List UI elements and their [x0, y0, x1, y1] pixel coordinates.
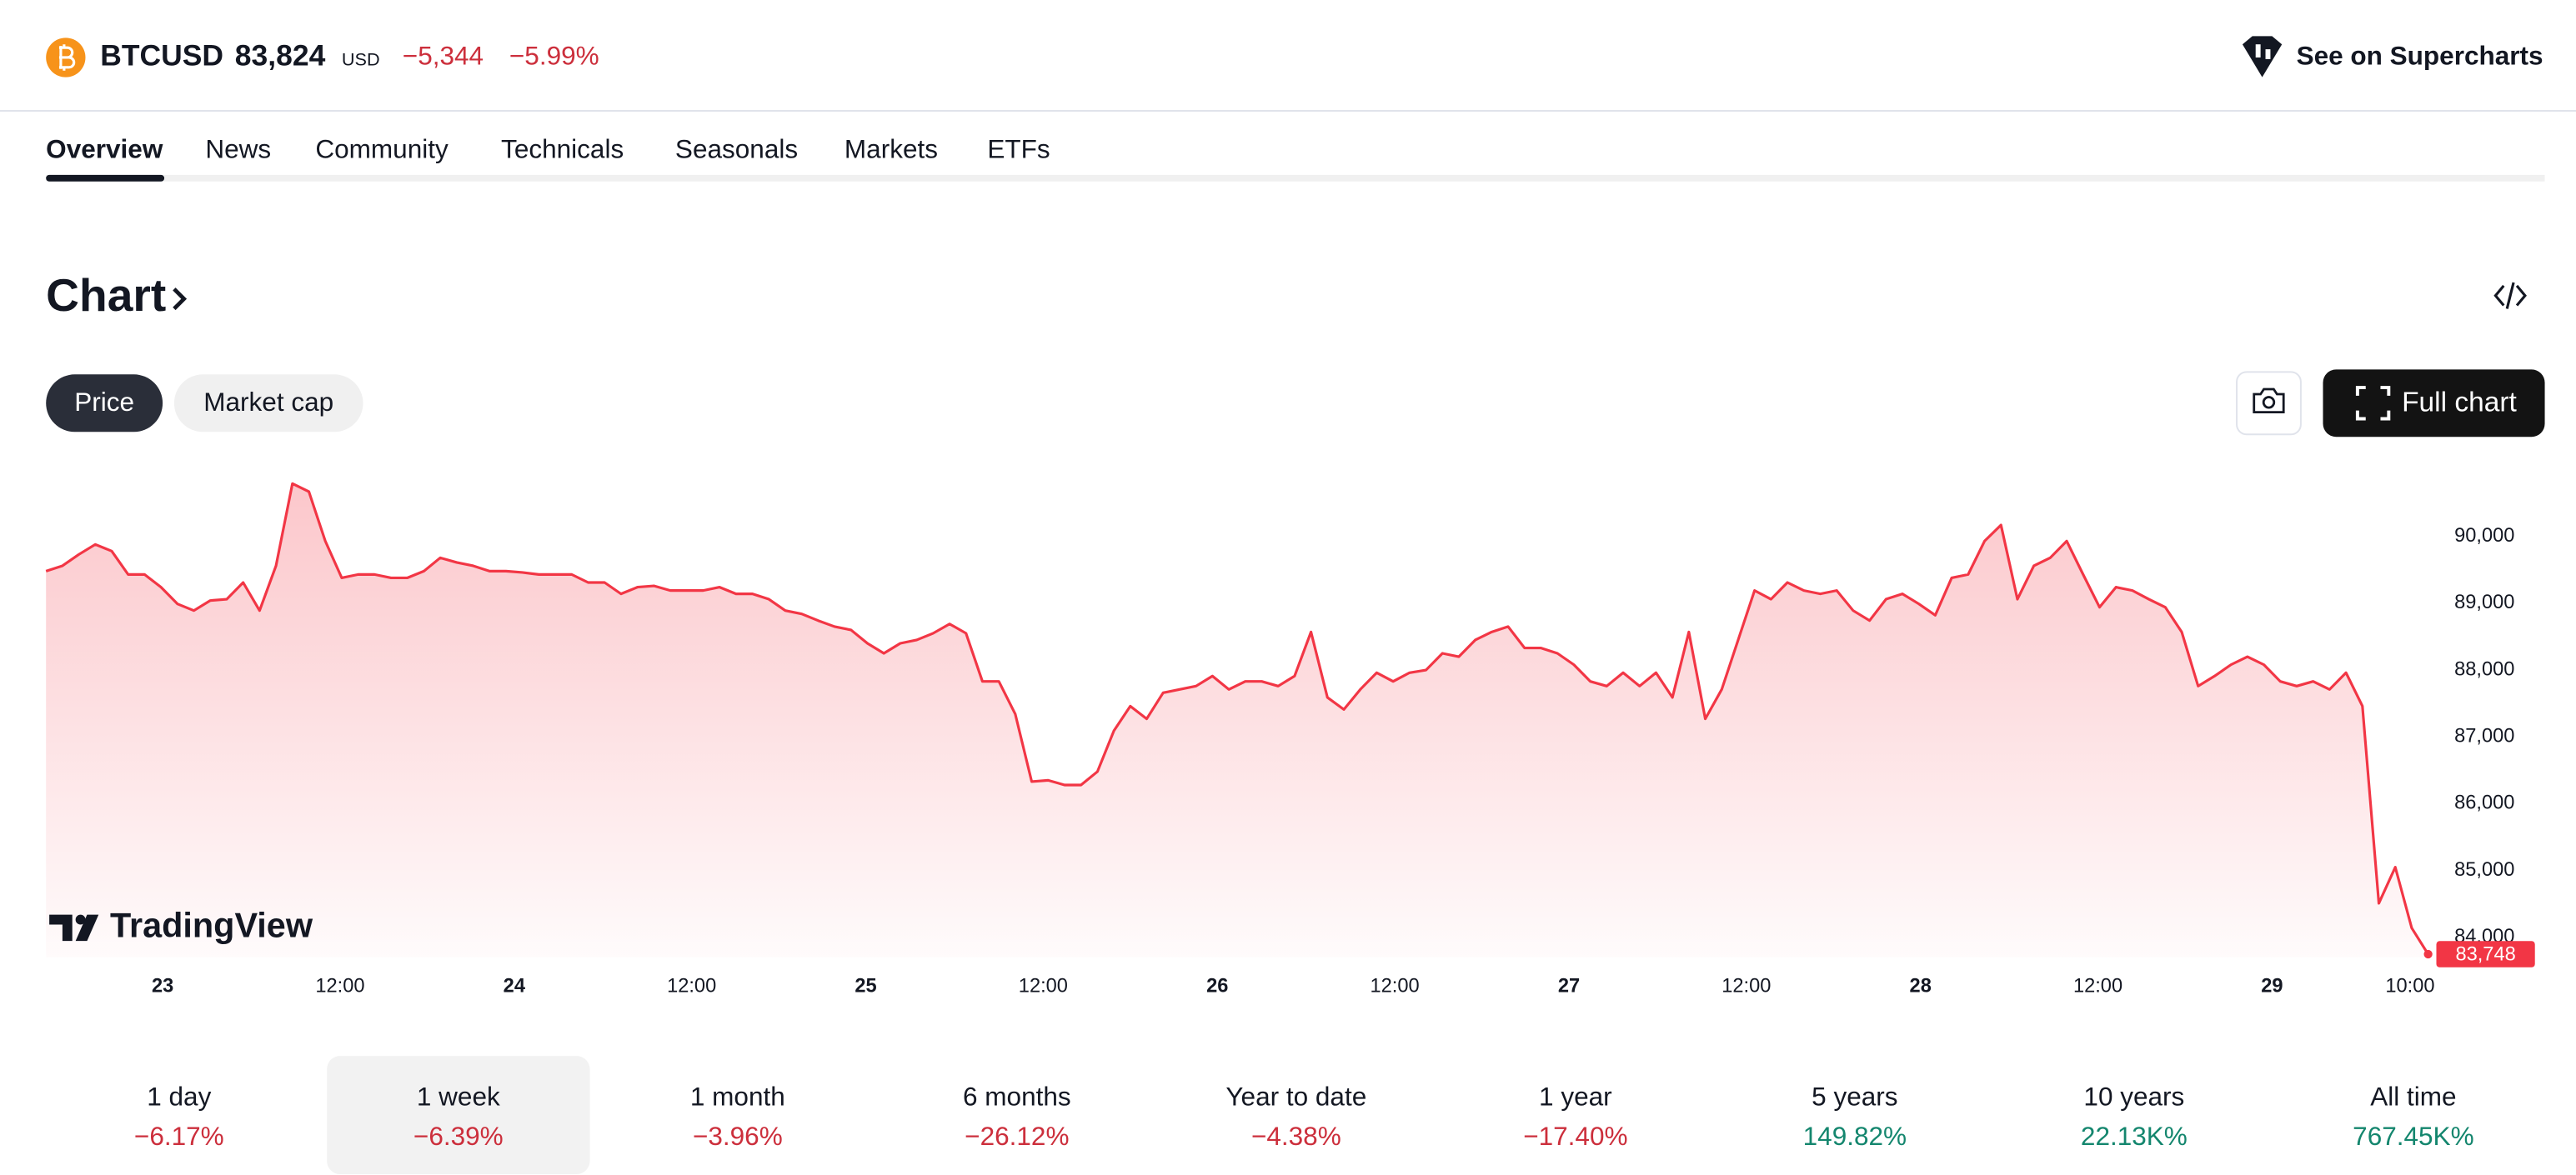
embed-button[interactable]: [2493, 282, 2527, 309]
period[interactable]: 10 years 22.13K%: [2081, 1082, 2188, 1151]
currency: USD: [342, 49, 380, 70]
x-tick-label: 28: [1910, 976, 1932, 998]
y-tick-label: 87,000: [2454, 725, 2514, 747]
periods: 1 day −6.17% 1 week −6.39% 1 month −3.96% 6 mo…: [134, 1056, 2474, 1175]
x-tick-label: 12:00: [667, 976, 716, 998]
x-tick-label: 12:00: [1019, 976, 1068, 998]
price-toggle[interactable]: Price: [46, 374, 163, 432]
full-chart-button[interactable]: Full chart: [2323, 369, 2545, 438]
period-label: 5 years: [1812, 1082, 1897, 1112]
chart-heading[interactable]: Chart: [46, 269, 188, 321]
price-tag: [2436, 941, 2535, 968]
x-tick-label: 26: [1206, 976, 1228, 998]
period-label: All time: [2370, 1082, 2456, 1112]
snapshot-bg: [2236, 371, 2302, 436]
period[interactable]: Year to date −4.38%: [1225, 1082, 1366, 1151]
period-label: 1 week: [417, 1082, 500, 1112]
y-tick-label: 86,000: [2454, 792, 2514, 814]
toggle-bg: [46, 374, 163, 432]
x-tick-label: 12:00: [2073, 976, 2122, 998]
x-tick-label: 27: [1558, 976, 1580, 998]
period[interactable]: 1 day −6.17%: [134, 1082, 224, 1151]
tv-logo-mark: [49, 914, 73, 942]
symbol: BTCUSD: [100, 38, 223, 72]
period[interactable]: 1 year −17.40%: [1523, 1082, 1627, 1151]
x-tick-label: 10:00: [2385, 976, 2434, 998]
full-chart-bg: [2323, 369, 2545, 438]
last-point: [2423, 949, 2433, 959]
x-tick-label: 12:00: [315, 976, 364, 998]
tab[interactable]: Technicals: [501, 134, 624, 164]
tab[interactable]: ETFs: [987, 134, 1050, 164]
period-selected-bg: [327, 1056, 590, 1175]
period-change: −26.12%: [965, 1121, 1069, 1151]
period[interactable]: 1 week −6.39%: [327, 1056, 590, 1175]
price-chart: 84,00085,00086,00087,00088,00089,00090,0…: [45, 482, 2535, 998]
section-title: Chart: [46, 269, 166, 321]
change: −5,344: [403, 40, 484, 70]
period-label: 1 month: [690, 1082, 785, 1112]
period-change: −3.96%: [693, 1121, 783, 1151]
y-tick-label: 85,000: [2454, 859, 2514, 881]
period-change: 149.82%: [1803, 1121, 1907, 1151]
period-label: Year to date: [1225, 1082, 1366, 1112]
period-change: −6.39%: [413, 1121, 504, 1151]
tv-logo-mark: [75, 914, 99, 942]
x-tick-label: 29: [2261, 976, 2283, 998]
market-cap-toggle[interactable]: Market cap: [173, 374, 363, 432]
period-change: 22.13K%: [2081, 1121, 2188, 1151]
toggle-label: Market cap: [203, 387, 333, 417]
period-label: 1 year: [1539, 1082, 1612, 1112]
tab[interactable]: News: [205, 134, 271, 164]
supercharts-link[interactable]: See on Supercharts: [2242, 36, 2543, 78]
tab[interactable]: Community: [315, 134, 449, 164]
chevron: [173, 288, 188, 311]
period-label: 1 day: [147, 1082, 211, 1112]
period[interactable]: 5 years 149.82%: [1803, 1082, 1907, 1151]
toggle-bg: [173, 374, 363, 432]
price: 83,824: [235, 38, 326, 72]
supercharts-text: See on Supercharts: [2297, 40, 2543, 70]
snapshot-button[interactable]: [2236, 371, 2302, 436]
period-label: 10 years: [2083, 1082, 2184, 1112]
period-change: −6.17%: [134, 1121, 224, 1151]
period-label: 6 months: [963, 1082, 1071, 1112]
x-tick-label: 25: [854, 976, 876, 998]
toggle-label: Price: [74, 387, 134, 417]
period-change: −17.40%: [1523, 1121, 1627, 1151]
price-line: [45, 482, 2429, 955]
camera-lens: [2262, 396, 2276, 409]
period-change: −4.38%: [1251, 1121, 1341, 1151]
tab[interactable]: Seasonals: [675, 134, 798, 164]
supercharts-icon-candle: [2265, 49, 2271, 59]
period[interactable]: All time 767.45K%: [2353, 1082, 2473, 1151]
full-chart-text: Full chart: [2402, 388, 2517, 418]
price-area: [46, 483, 2428, 958]
period[interactable]: 1 month −3.96%: [690, 1082, 785, 1151]
x-tick-label: 24: [504, 976, 526, 998]
tabs: Overview News Community Technicals Seasonals…: [46, 134, 1050, 164]
fullscreen-icon: [2355, 386, 2391, 421]
camera-icon: [2253, 388, 2285, 414]
y-tick-label: 88,000: [2454, 658, 2514, 680]
x-tick-label: 23: [152, 976, 173, 998]
x-tick-label: 12:00: [1722, 976, 1771, 998]
period[interactable]: 6 months −26.12%: [963, 1082, 1071, 1151]
change-percent: −5.99%: [509, 40, 599, 70]
watermark: TradingView: [49, 906, 313, 944]
watermark-text: TradingView: [110, 906, 313, 944]
tv-logo-dot: [75, 914, 86, 925]
bitcoin-glyph: [58, 44, 76, 71]
supercharts-icon-candle: [2255, 44, 2261, 58]
tab[interactable]: Overview: [46, 134, 163, 164]
tab[interactable]: Markets: [844, 134, 938, 164]
price-tag-label: 83,748: [2455, 943, 2515, 965]
x-tick-label: 12:00: [1371, 976, 1420, 998]
y-tick-label: 90,000: [2454, 525, 2514, 547]
y-tick-label: 89,000: [2454, 592, 2514, 613]
period-change: 767.45K%: [2353, 1121, 2473, 1151]
supercharts-icon: [2242, 36, 2283, 78]
